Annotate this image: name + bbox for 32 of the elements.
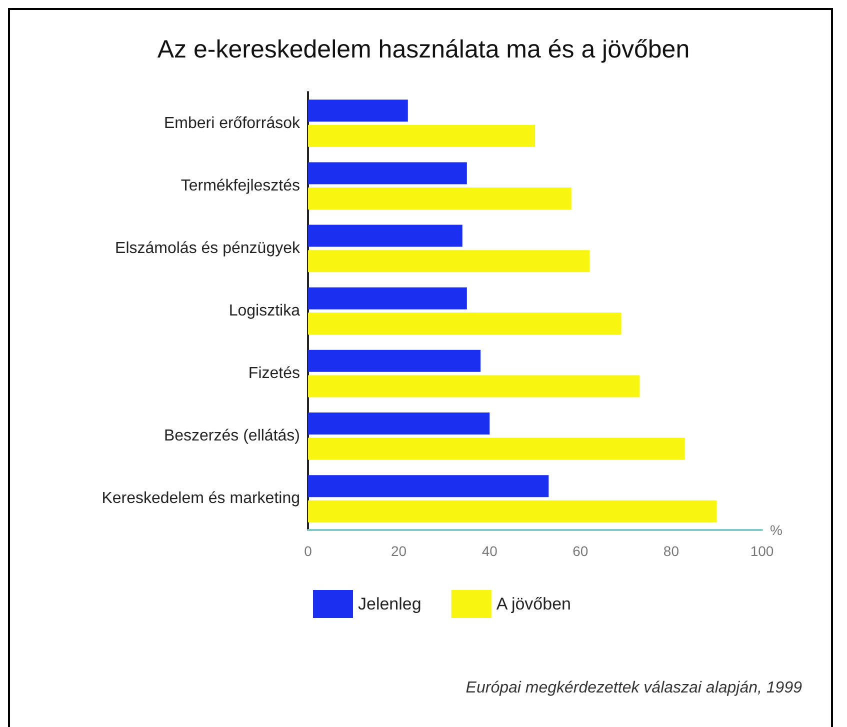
bar <box>308 438 685 460</box>
bar <box>308 250 590 272</box>
x-axis-title: % <box>770 522 782 538</box>
x-tick-label: 80 <box>663 543 680 559</box>
bar <box>308 124 535 147</box>
bar <box>308 287 467 310</box>
x-tick-label: 60 <box>572 543 588 559</box>
bar <box>308 500 717 522</box>
y-tick-label: Emberi erőforrások <box>164 114 301 132</box>
y-tick-label: Kereskedelem és marketing <box>102 490 300 508</box>
y-tick-label: Logisztika <box>228 302 300 320</box>
y-tick-label: Termékfejlesztés <box>180 177 300 194</box>
bar <box>308 188 572 210</box>
bar <box>308 224 462 247</box>
chart-title: Az e-kereskedelem használata ma és a jövőben <box>157 36 690 64</box>
bar <box>308 312 622 335</box>
x-tick-label: 0 <box>304 543 312 559</box>
bar <box>308 375 640 398</box>
x-tick-label: 20 <box>391 543 407 559</box>
y-tick-label: Fizetés <box>248 365 300 382</box>
bar <box>308 162 467 184</box>
x-tick-label: 100 <box>750 543 774 559</box>
x-tick-label: 40 <box>482 543 498 559</box>
y-tick-label: Elszámolás és pénzügyek <box>115 240 301 257</box>
bar <box>308 412 490 434</box>
legend-label: Jelenleg <box>358 594 422 614</box>
bar <box>308 475 549 498</box>
legend-label: A jövőben <box>496 594 572 614</box>
bar <box>308 100 408 122</box>
text: Európai megkérdezettek válaszai alapján, 1999 <box>466 680 802 696</box>
y-tick-label: Beszerzés (ellátás) <box>164 428 300 445</box>
bar <box>308 350 481 372</box>
